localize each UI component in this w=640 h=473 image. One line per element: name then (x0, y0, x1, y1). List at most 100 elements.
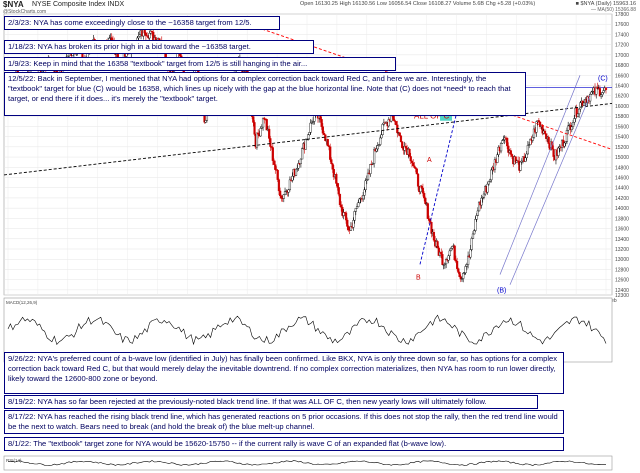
candle-body (352, 220, 355, 228)
candle-body (310, 121, 313, 124)
candle-body (432, 232, 436, 241)
candle-body (501, 140, 504, 144)
candle-body (408, 148, 411, 157)
indicator-label: RSI(14) (6, 458, 22, 463)
label-wave-b-blue: (B) (497, 287, 506, 294)
candle-body (429, 220, 432, 223)
candle-body (543, 130, 547, 134)
candle-body (307, 134, 310, 140)
y-tick-label: 12600 (615, 278, 629, 284)
candle-body (274, 164, 277, 170)
candle-body (525, 153, 528, 159)
indicator-line (7, 460, 606, 466)
candle-body (436, 241, 439, 249)
candle-body (150, 30, 154, 33)
legend-price: ■ $NYA (Daily) 15963.16 (575, 1, 636, 7)
candle-body (376, 145, 379, 150)
candle-body (283, 191, 287, 195)
candle-body (271, 147, 274, 161)
candle-body (459, 276, 462, 280)
candle-body (268, 128, 271, 139)
note-12-5-22: 12/5/22: Back in September, I mentioned … (4, 72, 526, 116)
candle-body (288, 179, 292, 190)
candle-body (567, 125, 570, 131)
candle-body (481, 197, 484, 199)
chart-header: $NYA NYSE Composite Index INDX @StockCha… (0, 0, 640, 15)
candle-body (565, 129, 569, 142)
y-tick-label: 14600 (615, 175, 629, 181)
candle-body (379, 137, 382, 145)
candle-body (595, 86, 598, 95)
candle-body (327, 145, 331, 147)
candle-body (320, 119, 323, 127)
candle-body (419, 185, 422, 193)
candle-body (304, 139, 307, 150)
candle-body (338, 193, 342, 206)
candle-body (506, 137, 509, 147)
candle-body (551, 141, 554, 150)
candle-body (458, 272, 461, 277)
candle-body (482, 193, 486, 198)
candle-body (332, 169, 335, 178)
candle-body (296, 167, 299, 170)
candle-body (399, 135, 403, 143)
candle-body (253, 122, 256, 135)
candle-body (363, 189, 366, 196)
candle-body (265, 119, 268, 131)
y-tick-label: 15400 (615, 135, 629, 141)
candle-body (337, 187, 340, 195)
y-tick-label: 17000 (615, 53, 629, 59)
candle-body (471, 233, 475, 239)
candle-body (377, 144, 381, 146)
candle-body (269, 138, 272, 147)
candle-body (369, 164, 372, 174)
candle-body (297, 163, 300, 169)
candle-body (465, 264, 468, 267)
candle-body (442, 264, 445, 266)
candle-body (486, 183, 489, 193)
candle-body (260, 126, 263, 129)
candle-body (331, 163, 334, 170)
candle-body (366, 172, 370, 180)
label-wave-b-red: B (416, 275, 421, 282)
candle-body (409, 156, 412, 162)
label-wave-a-red: A (427, 157, 432, 164)
candle-body (474, 219, 477, 231)
candle-body (301, 148, 304, 160)
y-tick-label: 14800 (615, 165, 629, 171)
candle-body (321, 126, 324, 134)
candle-body (365, 179, 368, 181)
candle-body (582, 102, 586, 106)
candle-body (66, 55, 69, 58)
candle-body (354, 208, 357, 212)
blue-channel-line (509, 95, 591, 285)
candle-body (387, 119, 390, 127)
note-2-3-23: 2/3/23: NYA has come exceedingly close t… (4, 16, 280, 30)
candle-body (375, 148, 378, 152)
source-label: @StockCharts.com (3, 9, 47, 15)
note-1-9-23: 1/9/23: Keep in mind that the 16358 "tex… (4, 57, 396, 71)
candle-body (463, 272, 466, 274)
candle-body (531, 136, 534, 141)
candle-body (493, 159, 497, 170)
candle-body (424, 197, 427, 204)
candle-body (579, 102, 582, 110)
quote-line: Open 16130.25 High 16130.56 Low 16056.54… (300, 1, 536, 7)
candle-body (466, 255, 470, 265)
candle-body (520, 160, 523, 163)
candle-body (528, 144, 531, 146)
candle-body (545, 133, 548, 139)
candle-body (524, 157, 527, 162)
candle-body (421, 187, 425, 194)
candle-body (509, 150, 512, 155)
candle-body (480, 197, 483, 206)
note-8-19-22: 8/19/22: NYA has so far been rejected at… (4, 395, 538, 409)
candle-body (519, 161, 522, 171)
candle-body (291, 175, 294, 181)
candle-body (496, 154, 499, 163)
y-tick-label: 15000 (615, 155, 629, 161)
candle-body (563, 142, 566, 147)
candle-body (358, 198, 361, 203)
candle-body (294, 168, 298, 176)
candle-body (355, 206, 359, 209)
